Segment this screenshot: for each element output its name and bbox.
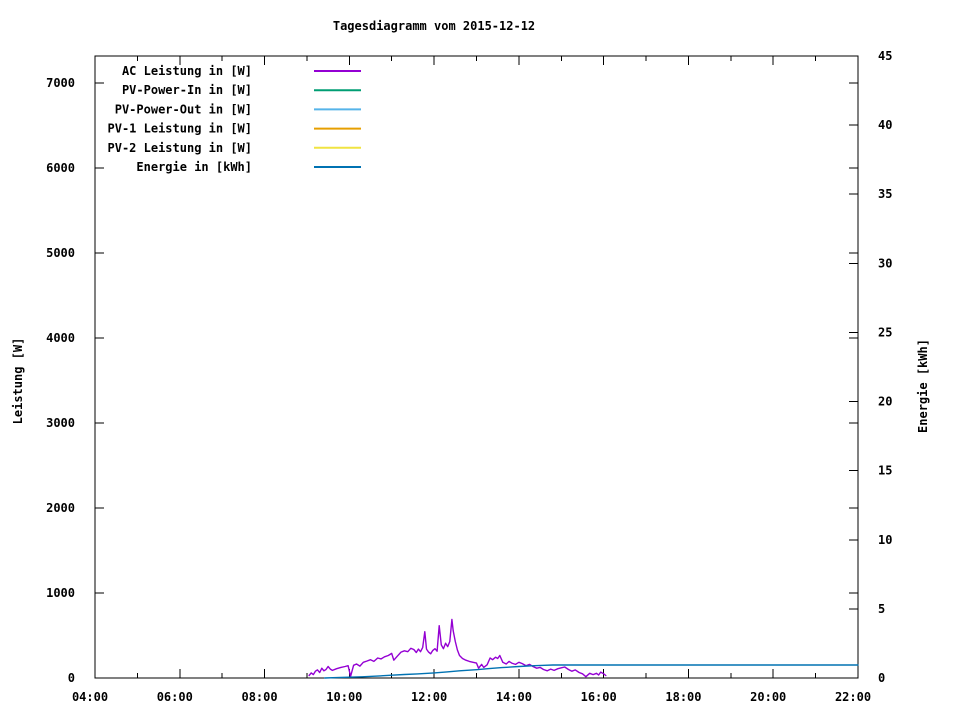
y-tick-label: 0 <box>68 671 75 685</box>
x-tick-label: 06:00 <box>157 690 193 704</box>
legend-item-pv-power-in-in-w: PV-Power-In in [W] <box>122 83 361 97</box>
legend-label: PV-1 Leistung in [W] <box>108 122 253 136</box>
y2-tick-label: 20 <box>878 395 892 409</box>
y2-tick-label: 0 <box>878 671 885 685</box>
y2-axis-ticks: 0 5 10 15 20 25 30 35 40 45 <box>849 49 892 685</box>
legend-item-energie-in-kwh: Energie in [kWh] <box>136 160 361 174</box>
y-tick-label: 4000 <box>46 331 75 345</box>
series-line-ac-leistung-in-w <box>308 618 607 678</box>
y2-tick-label: 15 <box>878 464 892 478</box>
legend-item-pv-2-leistung-in-w: PV-2 Leistung in [W] <box>108 141 361 155</box>
y-tick-label: 3000 <box>46 416 75 430</box>
legend-item-pv-power-out-in-w: PV-Power-Out in [W] <box>115 102 361 116</box>
legend-item-ac-leistung-in-w: AC Leistung in [W] <box>122 64 361 78</box>
legend-label: PV-2 Leistung in [W] <box>108 141 253 155</box>
y2-tick-label: 30 <box>878 256 892 270</box>
y-axis-ticks: 0 1000 2000 3000 4000 5000 6000 7000 <box>46 76 858 685</box>
x-tick-label: 22:00 <box>835 690 871 704</box>
y2-tick-label: 45 <box>878 49 892 63</box>
x-tick-label: 14:00 <box>496 690 532 704</box>
x-tick-label: 12:00 <box>411 690 447 704</box>
y2-tick-label: 25 <box>878 325 892 339</box>
x-tick-label: 20:00 <box>750 690 786 704</box>
y2-tick-label: 40 <box>878 118 892 132</box>
y2-tick-label: 10 <box>878 533 892 547</box>
y2-tick-label: 35 <box>878 187 892 201</box>
y-tick-label: 6000 <box>46 161 75 175</box>
x-tick-label: 04:00 <box>72 690 108 704</box>
legend-item-pv-1-leistung-in-w: PV-1 Leistung in [W] <box>108 122 361 136</box>
x-tick-label: 18:00 <box>665 690 701 704</box>
y2-tick-label: 5 <box>878 602 885 616</box>
legend-label: Energie in [kWh] <box>136 160 252 174</box>
x-tick-label: 08:00 <box>241 690 277 704</box>
x-tick-label: 16:00 <box>581 690 617 704</box>
y-tick-label: 7000 <box>46 76 75 90</box>
legend-label: PV-Power-Out in [W] <box>115 102 252 116</box>
y-tick-label: 1000 <box>46 586 75 600</box>
legend-label: PV-Power-In in [W] <box>122 83 252 97</box>
y-tick-label: 5000 <box>46 246 75 260</box>
legend: AC Leistung in [W] PV-Power-In in [W] PV-P… <box>108 64 361 174</box>
x-tick-label: 10:00 <box>326 690 362 704</box>
y-tick-label: 2000 <box>46 501 75 515</box>
series-line-energie-in-kwh <box>324 664 859 679</box>
legend-label: AC Leistung in [W] <box>122 64 252 78</box>
x-axis-ticks: 04:00 06:00 08:00 10:00 12:00 14:00 16:00 18:00… <box>72 56 871 704</box>
chart-title: Tagesdiagramm vom 2015-12-12 <box>332 19 536 33</box>
